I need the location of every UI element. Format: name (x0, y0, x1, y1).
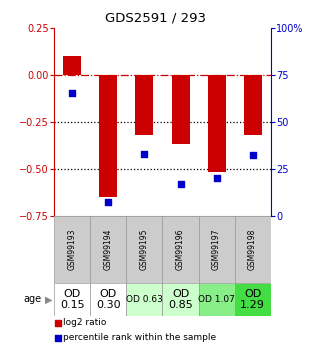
Text: age: age (24, 294, 42, 304)
Bar (63, 56, 81, 75)
Bar (234, 283, 271, 316)
Bar (91, 283, 127, 316)
Text: OD
0.85: OD 0.85 (168, 289, 193, 310)
Point (214, 175, 219, 181)
Text: percentile rank within the sample: percentile rank within the sample (63, 333, 216, 342)
Point (55, 335, 60, 341)
Bar (136, 75, 154, 135)
Bar (198, 283, 234, 316)
Bar (91, 216, 127, 283)
Text: ▶: ▶ (45, 294, 53, 304)
Bar (54, 283, 91, 316)
Text: log2 ratio: log2 ratio (63, 318, 106, 327)
Text: GSM99193: GSM99193 (68, 228, 77, 270)
Text: GSM99196: GSM99196 (176, 228, 185, 270)
Text: GSM99197: GSM99197 (212, 228, 221, 270)
Bar (127, 216, 162, 283)
Text: GSM99195: GSM99195 (140, 228, 149, 270)
Point (70, 91, 75, 96)
Text: OD
0.15: OD 0.15 (60, 289, 85, 310)
Bar (207, 75, 225, 172)
Bar (127, 283, 162, 316)
Bar (100, 75, 118, 197)
Text: OD
1.29: OD 1.29 (240, 289, 265, 310)
Text: OD 1.07: OD 1.07 (198, 295, 235, 304)
Point (106, 200, 111, 205)
Point (142, 151, 147, 156)
Bar (54, 216, 91, 283)
Text: GSM99194: GSM99194 (104, 228, 113, 270)
Text: GDS2591 / 293: GDS2591 / 293 (105, 11, 206, 24)
Point (178, 181, 183, 186)
Text: OD 0.63: OD 0.63 (126, 295, 163, 304)
Bar (198, 216, 234, 283)
Text: OD
0.30: OD 0.30 (96, 289, 121, 310)
Bar (244, 75, 262, 135)
Point (250, 153, 255, 158)
Bar (162, 216, 198, 283)
Text: GSM99198: GSM99198 (248, 229, 257, 270)
Bar (171, 75, 189, 144)
Point (55, 320, 60, 325)
Bar (234, 216, 271, 283)
Bar (162, 283, 198, 316)
